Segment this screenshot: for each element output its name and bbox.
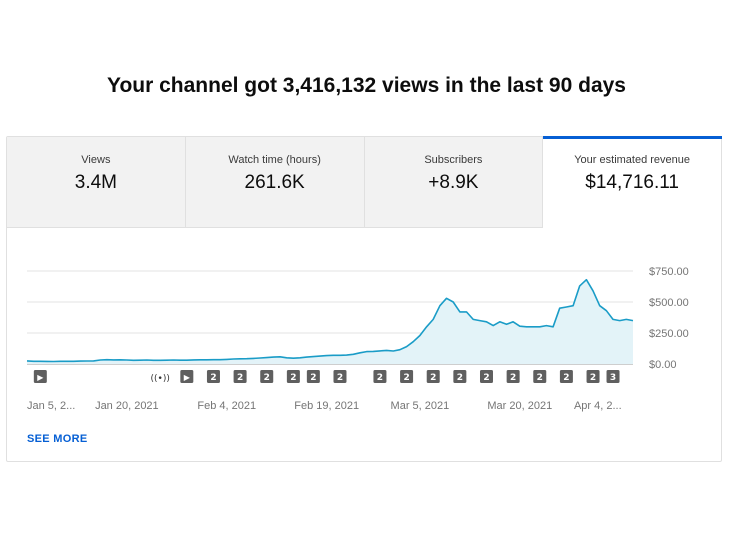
tab-value: 261.6K bbox=[244, 172, 305, 193]
upload-count-label: 2 bbox=[403, 373, 409, 383]
play-icon: ▶ bbox=[184, 373, 191, 382]
series-area bbox=[27, 279, 633, 364]
upload-count-marker bbox=[453, 370, 467, 383]
upload-count-label: 2 bbox=[210, 373, 216, 383]
upload-count-label: 3 bbox=[610, 373, 616, 383]
upload-count-marker bbox=[479, 370, 493, 383]
x-tick-label: Mar 5, 2021 bbox=[391, 400, 450, 412]
y-tick-label: $0.00 bbox=[649, 359, 677, 371]
x-tick-label: Jan 20, 2021 bbox=[95, 400, 159, 412]
y-tick-label: $750.00 bbox=[649, 266, 689, 278]
tab-label: Your estimated revenue bbox=[574, 154, 691, 166]
y-tick-label: $250.00 bbox=[649, 328, 689, 340]
tab-estimated-revenue[interactable]: Your estimated revenue $14,716.11 bbox=[543, 136, 722, 228]
play-icon: ▶ bbox=[37, 373, 44, 382]
upload-count-marker bbox=[286, 370, 300, 383]
upload-count-label: 2 bbox=[337, 373, 343, 383]
tab-views[interactable]: Views 3.4M bbox=[7, 137, 186, 228]
tab-value: +8.9K bbox=[428, 172, 479, 193]
upload-count-label: 2 bbox=[310, 373, 316, 383]
y-tick-label: $500.00 bbox=[649, 297, 689, 309]
tab-label: Watch time (hours) bbox=[228, 154, 321, 166]
upload-count-label: 2 bbox=[290, 373, 296, 383]
upload-count-marker bbox=[260, 370, 274, 383]
series-line bbox=[26, 278, 634, 363]
video-marker bbox=[180, 370, 194, 383]
upload-count-label: 2 bbox=[483, 373, 489, 383]
tab-value: 3.4M bbox=[74, 172, 117, 193]
tab-watch-time[interactable]: Watch time (hours) 261.6K bbox=[185, 137, 365, 228]
upload-count-label: 2 bbox=[430, 373, 436, 383]
upload-count-label: 2 bbox=[237, 373, 243, 383]
upload-count-label: 2 bbox=[510, 373, 516, 383]
upload-count-marker bbox=[606, 370, 620, 383]
upload-count-label: 2 bbox=[563, 373, 569, 383]
upload-count-marker bbox=[533, 370, 547, 383]
page-headline: Your channel got 3,416,132 views in the … bbox=[107, 74, 626, 97]
upload-count-marker bbox=[426, 370, 440, 383]
x-tick-label: Feb 4, 2021 bbox=[197, 400, 256, 412]
upload-count-label: 2 bbox=[457, 373, 463, 383]
upload-count-marker bbox=[333, 370, 347, 383]
upload-count-marker bbox=[306, 370, 320, 383]
upload-count-marker bbox=[206, 370, 220, 383]
upload-count-label: 2 bbox=[590, 373, 596, 383]
tab-label: Views bbox=[81, 154, 111, 166]
video-marker bbox=[33, 370, 47, 383]
upload-count-label: 2 bbox=[377, 373, 383, 383]
x-tick-label: Mar 20, 2021 bbox=[487, 400, 552, 412]
upload-count-marker bbox=[400, 370, 414, 383]
tab-subscribers[interactable]: Subscribers +8.9K bbox=[364, 137, 544, 228]
x-tick-label: Apr 4, 2... bbox=[574, 400, 622, 412]
upload-count-label: 2 bbox=[537, 373, 543, 383]
upload-count-marker bbox=[373, 370, 387, 383]
x-tick-label: Feb 19, 2021 bbox=[294, 400, 359, 412]
upload-count-label: 2 bbox=[264, 373, 270, 383]
tab-label: Subscribers bbox=[424, 154, 483, 166]
tab-value: $14,716.11 bbox=[585, 172, 679, 193]
x-tick-label: Jan 5, 2... bbox=[27, 400, 75, 412]
revenue-chart: $750.00 $500.00 $250.00 $0.00 ▶ ((•)) ▶ 2 2 2 2 2 2 2… bbox=[26, 266, 689, 412]
upload-count-marker bbox=[233, 370, 247, 383]
upload-count-marker bbox=[586, 370, 600, 383]
upload-count-marker bbox=[559, 370, 573, 383]
live-stream-icon: ((•)) bbox=[151, 374, 170, 384]
analytics-card: Views 3.4M Watch time (hours) 261.6K Sub… bbox=[6, 136, 722, 462]
see-more-link[interactable]: SEE MORE bbox=[27, 433, 88, 445]
upload-count-marker bbox=[506, 370, 520, 383]
metric-tabs: Views 3.4M Watch time (hours) 261.6K Sub… bbox=[7, 136, 722, 228]
